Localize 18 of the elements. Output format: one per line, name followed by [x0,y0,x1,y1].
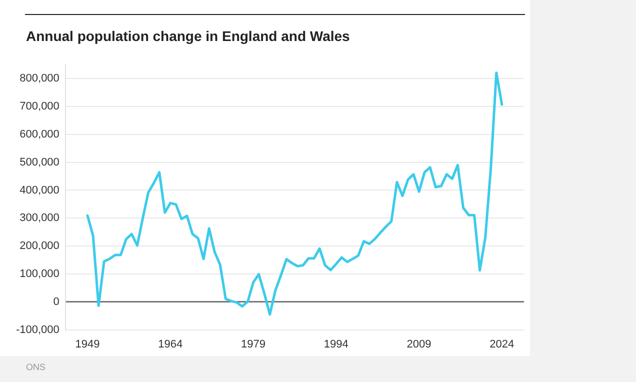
y-tick-label: 400,000 [20,184,60,196]
chart-title: Annual population change in England and Wales [26,28,350,44]
x-tick-label: 1979 [241,338,266,350]
x-tick-label: 2009 [406,338,432,350]
x-tick-label: 1949 [75,338,100,350]
y-tick-label: -100,000 [16,324,60,336]
y-tick-label: 800,000 [20,72,60,85]
y-tick-label: 0 [53,296,60,308]
y-tick-label: 100,000 [20,268,60,280]
y-tick-label: 500,000 [20,156,60,168]
x-tick-label: 1964 [158,338,183,350]
y-tick-label: 600,000 [20,128,60,140]
y-tick-label: 300,000 [20,212,60,224]
x-tick-label: 1994 [324,338,348,350]
y-tick-label: 700,000 [20,100,60,113]
y-tick-label: 200,000 [20,240,60,252]
x-tick-label: 2024 [490,338,514,350]
text: ONS [26,362,46,372]
